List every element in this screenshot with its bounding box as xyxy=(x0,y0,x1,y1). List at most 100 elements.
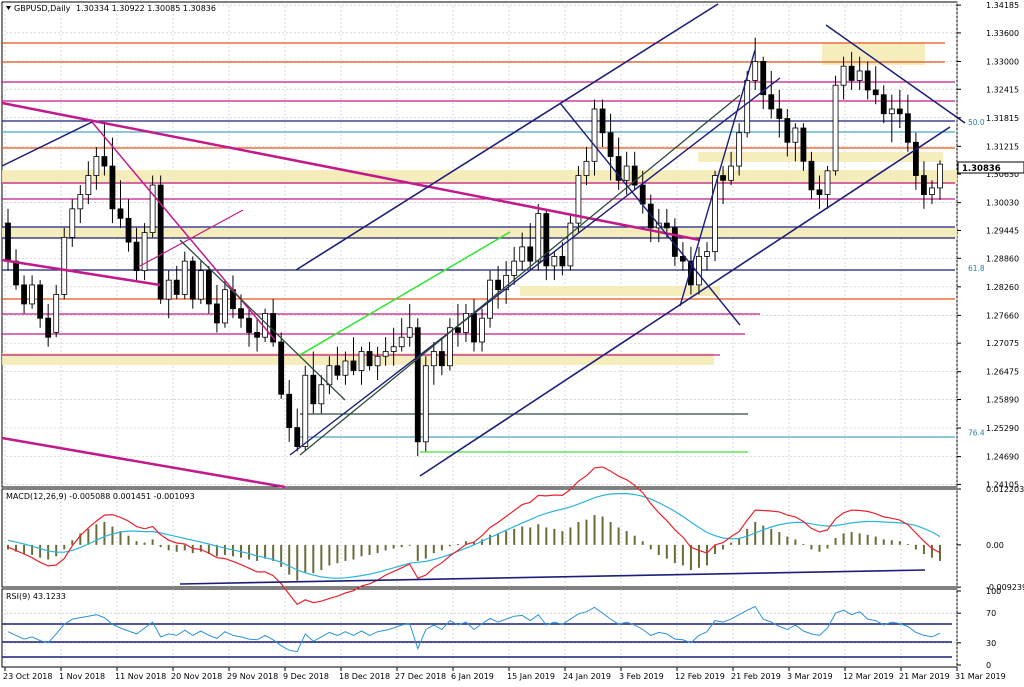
candle-down xyxy=(527,246,534,262)
candle-up xyxy=(149,184,156,234)
candle-down xyxy=(921,175,927,195)
price-tick-label: 1.31815 xyxy=(986,114,1019,123)
candle-up xyxy=(141,232,148,272)
candle-up xyxy=(551,255,558,267)
trendline xyxy=(1,436,286,489)
price-tick-label: 1.24105 xyxy=(986,480,1019,489)
candle-up xyxy=(696,255,702,286)
price-tick-label: 1.34185 xyxy=(986,1,1019,10)
candle-down xyxy=(872,89,879,96)
candle-down xyxy=(800,127,807,162)
candle-up xyxy=(181,260,188,295)
symbol-label: GBPUSD,Daily xyxy=(14,4,71,13)
trendline xyxy=(289,77,781,456)
price-tick-label: 1.27075 xyxy=(986,339,1019,348)
price-tick-label: 1.33000 xyxy=(986,57,1019,66)
price-tick-label: 1.29445 xyxy=(986,226,1019,235)
zone-band xyxy=(520,286,720,296)
zone-band xyxy=(822,43,925,65)
time-tick-label: 21 Mar 2019 xyxy=(899,672,950,681)
candle-down xyxy=(776,108,783,119)
trendline xyxy=(139,209,244,267)
rsi-tick-label: 70 xyxy=(986,609,996,618)
price-tick-label: 1.31215 xyxy=(986,142,1019,151)
candle-up xyxy=(704,251,710,257)
time-tick-label: 23 Oct 2018 xyxy=(3,672,52,681)
candle-down xyxy=(848,65,855,81)
zone-band xyxy=(698,152,943,162)
trendlines xyxy=(1,3,966,489)
candle-up xyxy=(824,170,831,195)
fib-label: 61.8 xyxy=(968,264,985,273)
fib-label: 50.0 xyxy=(968,118,985,127)
candle-down xyxy=(13,260,19,286)
trendline xyxy=(825,24,966,124)
rsi-tick-label: 0 xyxy=(986,661,991,670)
candle-down xyxy=(101,156,108,167)
candle-down xyxy=(784,118,791,143)
candle-down xyxy=(880,94,887,115)
candle-up xyxy=(503,275,510,291)
candle-up xyxy=(342,360,349,376)
trendline xyxy=(179,239,346,401)
rsi-tick-label: 30 xyxy=(986,639,996,648)
candle-down xyxy=(471,313,477,343)
time-tick-label: 12 Feb 2019 xyxy=(675,672,725,681)
price-tick-label: 1.28860 xyxy=(986,254,1019,263)
candle-up xyxy=(752,61,759,81)
candle-down xyxy=(294,427,301,447)
candle-up xyxy=(575,175,582,224)
candle-up xyxy=(888,108,895,115)
time-tick-label: 1 Nov 2018 xyxy=(59,672,105,681)
time-tick-label: 21 Feb 2019 xyxy=(731,672,781,681)
candle-up xyxy=(583,160,590,176)
candle-up xyxy=(374,355,381,367)
candle-down xyxy=(455,327,461,333)
price-tick-label: 1.33600 xyxy=(986,29,1019,38)
candle-down xyxy=(45,317,52,338)
candle-up xyxy=(93,156,100,176)
candle-down xyxy=(912,141,919,176)
candle-down xyxy=(286,393,293,428)
candle-up xyxy=(77,194,84,210)
candle-up xyxy=(302,374,309,447)
price-panel-frame xyxy=(1,1,958,488)
candle-up xyxy=(535,213,542,262)
macd-panel: 0.012203 0.00 -0.009239 xyxy=(7,466,1024,606)
candle-down xyxy=(559,255,566,267)
candle-down xyxy=(607,132,614,157)
price-tick-label: 1.28260 xyxy=(986,283,1019,292)
rsi-panel: 100 70 30 0 xyxy=(2,587,1001,670)
macd-label: MACD(12,26,9) -0.005088 0.001451 -0.0010… xyxy=(6,492,195,501)
candle-down xyxy=(37,284,44,319)
macd-trendline xyxy=(179,569,926,585)
candle-up xyxy=(929,187,935,195)
rsi-label: RSI(9) 43.1233 xyxy=(6,592,66,601)
trendline xyxy=(419,126,951,477)
trendline xyxy=(679,49,756,307)
candle-up xyxy=(326,365,333,386)
candle-down xyxy=(21,284,27,305)
time-tick-label: 27 Dec 2018 xyxy=(395,672,446,681)
macd-tick-label: 0.00 xyxy=(986,541,1004,550)
candle-up xyxy=(358,351,365,371)
candle-up xyxy=(85,175,92,195)
candle-down xyxy=(816,189,823,195)
candle-up xyxy=(406,327,413,338)
fib-label: 76.4 xyxy=(968,428,985,437)
time-tick-label: 11 Nov 2018 xyxy=(115,672,166,681)
candle-down xyxy=(109,165,116,210)
candle-up xyxy=(623,165,630,181)
time-axis: 23 Oct 2018 1 Nov 2018 11 Nov 2018 20 Nov 2… xyxy=(3,667,1006,681)
trendline xyxy=(1,258,161,287)
candle-down xyxy=(173,279,180,295)
macd-tick-label: 0.012203 xyxy=(986,485,1024,494)
candle-down xyxy=(310,374,317,405)
time-tick-label: 6 Jan 2019 xyxy=(451,672,494,681)
candle-down xyxy=(896,108,903,115)
candle-down xyxy=(246,317,252,333)
trendline xyxy=(299,231,511,356)
candle-down xyxy=(543,213,550,267)
